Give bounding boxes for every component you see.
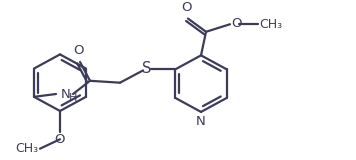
Text: N: N	[61, 88, 71, 100]
Text: S: S	[142, 61, 152, 76]
Text: N: N	[196, 115, 206, 128]
Text: CH₃: CH₃	[15, 142, 38, 155]
Text: O: O	[73, 44, 83, 57]
Text: CH₃: CH₃	[259, 18, 282, 31]
Text: H: H	[69, 93, 77, 103]
Text: O: O	[181, 1, 191, 14]
Text: O: O	[55, 133, 65, 146]
Text: O: O	[231, 17, 241, 30]
